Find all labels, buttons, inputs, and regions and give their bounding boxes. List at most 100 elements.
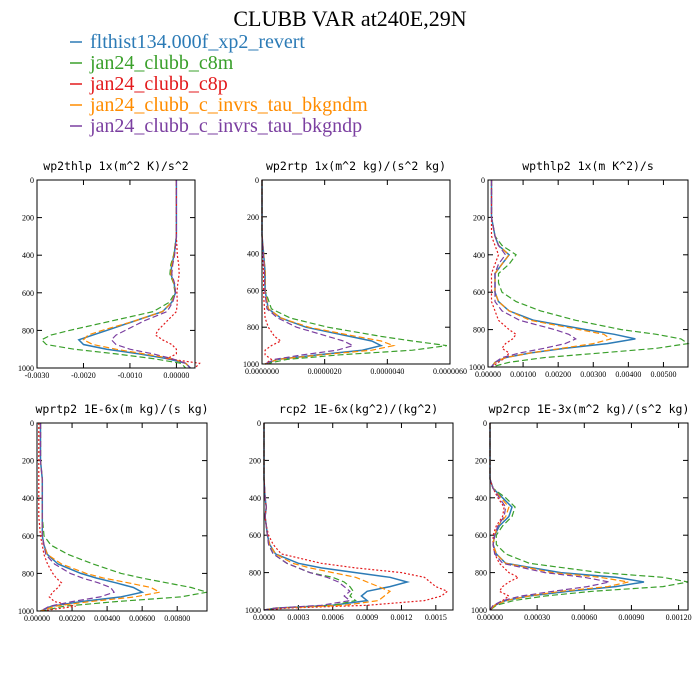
panel: rcp2 1E-6x(kg^2)/(kg^2) 0 200 400 600 800 1000… — [245, 402, 454, 622]
plot-frame — [36, 179, 196, 369]
series-line — [39, 423, 116, 612]
y-tick-label: 400 — [473, 251, 485, 260]
series-line — [489, 423, 689, 611]
series-line — [263, 423, 352, 611]
y-tick-label: 600 — [22, 289, 34, 298]
y-tick-label: 600 — [247, 286, 259, 295]
series-line — [490, 180, 613, 368]
x-tick-label: 0.0006 — [322, 613, 344, 622]
x-tick-label: 0.00800 — [164, 614, 190, 623]
plot-frame — [263, 422, 454, 611]
y-tick-label: 200 — [22, 214, 34, 223]
plot-frame — [36, 422, 208, 612]
legend-label: jan24_clubb_c8m — [89, 52, 234, 74]
y-tick-label: 800 — [249, 569, 261, 578]
page-title: CLUBB VAR at240E,29N — [233, 6, 466, 31]
y-tick-label: 200 — [249, 456, 261, 465]
x-tick-label: 0.00090 — [618, 613, 644, 622]
y-tick-label: 200 — [473, 213, 485, 222]
y-tick-label: 0 — [483, 419, 487, 428]
y-tick-label: 1000 — [245, 606, 261, 615]
x-tick-label: 0.00000 — [477, 613, 503, 622]
y-tick-label: 400 — [247, 250, 259, 259]
y-tick-label: 0 — [30, 176, 34, 185]
y-tick-label: 200 — [475, 456, 487, 465]
series-line — [261, 180, 355, 365]
y-tick-label: 800 — [22, 569, 34, 578]
y-tick-label: 1000 — [243, 360, 259, 369]
y-tick-label: 200 — [22, 457, 34, 466]
panel: wp2rcp 1E-3x(m^2 kg)/(s^2 kg)0 200 400 600 8… — [471, 402, 692, 622]
y-tick-label: 0 — [481, 176, 485, 185]
panel-title: wpthlp2 1x(m K^2)/s — [522, 159, 654, 173]
series-line — [38, 423, 76, 612]
panels: wp2thlp 1x(m^2 K)/s^202004006008001000-0… — [18, 159, 692, 623]
x-tick-label: 0.00200 — [545, 370, 571, 379]
y-tick-label: 400 — [249, 494, 261, 503]
x-tick-label: 0.00300 — [580, 370, 606, 379]
x-tick-label: 0.0000020 — [308, 367, 342, 376]
series-line — [261, 180, 447, 365]
x-tick-label: 0.0003 — [287, 613, 309, 622]
x-tick-label: -0.0030 — [25, 371, 50, 380]
x-tick-label: 0.00060 — [571, 613, 597, 622]
y-tick-label: 1000 — [18, 607, 34, 616]
x-tick-label: 0.00030 — [524, 613, 550, 622]
y-tick-label: 200 — [247, 213, 259, 222]
x-tick-label: 0.00000 — [24, 614, 50, 623]
x-tick-label: -0.0020 — [71, 371, 96, 380]
y-tick-label: 600 — [473, 288, 485, 297]
series-line — [82, 180, 191, 369]
panel-title: rcp2 1E-6x(kg^2)/(kg^2) — [279, 402, 438, 416]
y-tick-label: 800 — [22, 326, 34, 335]
y-tick-label: 800 — [247, 323, 259, 332]
legend: flthist134.000f_xp2_revertjan24_clubb_c8… — [70, 31, 368, 137]
panel: wpthlp2 1x(m K^2)/s020040060080010000.00… — [469, 159, 690, 379]
x-tick-label: 0.00000 — [475, 370, 501, 379]
panel-title: wprtp2 1E-6x(m kg)/(s kg) — [35, 402, 208, 416]
series-line — [154, 180, 201, 369]
series-line — [110, 180, 191, 369]
x-tick-label: 0.00600 — [129, 614, 155, 623]
legend-label: jan24_clubb_c8p — [89, 73, 228, 95]
series-line — [490, 180, 577, 368]
x-tick-label: 0.0009 — [356, 613, 378, 622]
series-line — [489, 423, 520, 611]
y-tick-label: 600 — [22, 532, 34, 541]
x-tick-label: 0.0012 — [390, 613, 412, 622]
x-tick-label: 0.00500 — [650, 370, 676, 379]
x-tick-label: 0.0000 — [253, 613, 275, 622]
x-tick-label: -0.0010 — [118, 371, 143, 380]
x-tick-label: 0.00120 — [666, 613, 692, 622]
y-tick-label: 600 — [249, 531, 261, 540]
y-tick-label: 0 — [255, 176, 259, 185]
y-tick-label: 400 — [22, 494, 34, 503]
x-tick-label: 0.0000060 — [433, 367, 467, 376]
legend-label: flthist134.000f_xp2_revert — [90, 31, 305, 53]
y-tick-label: 800 — [473, 326, 485, 335]
x-tick-label: 0.0000000 — [245, 367, 279, 376]
plot-frame — [261, 179, 451, 365]
y-tick-label: 800 — [475, 569, 487, 578]
y-tick-label: 0 — [257, 419, 261, 428]
x-tick-label: 0.00100 — [510, 370, 536, 379]
panel: wp2rtp 1x(m^2 kg)/(s^2 kg) 0 200 400 600 800 1… — [243, 159, 467, 376]
legend-label: jan24_clubb_c_invrs_tau_bkgndm — [89, 94, 368, 116]
y-tick-label: 0 — [30, 419, 34, 428]
panel-title: wp2thlp 1x(m^2 K)/s^2 — [43, 159, 188, 173]
series-line — [489, 423, 629, 611]
panel: wprtp2 1E-6x(m kg)/(s kg)0 200 400 600 800 10… — [18, 402, 209, 623]
y-tick-label: 1000 — [18, 364, 34, 373]
y-tick-label: 600 — [475, 531, 487, 540]
series-line — [490, 180, 517, 368]
series-line — [489, 423, 610, 611]
x-tick-label: 0.00000 — [163, 371, 189, 380]
plot-frame — [487, 179, 689, 368]
plot-frame — [489, 422, 689, 611]
x-tick-label: 0.0015 — [425, 613, 447, 622]
y-tick-label: 1000 — [471, 606, 487, 615]
series-line — [261, 180, 396, 365]
x-tick-label: 0.00400 — [94, 614, 120, 623]
panel-title: wp2rcp 1E-3x(m^2 kg)/(s^2 kg) — [489, 402, 690, 416]
